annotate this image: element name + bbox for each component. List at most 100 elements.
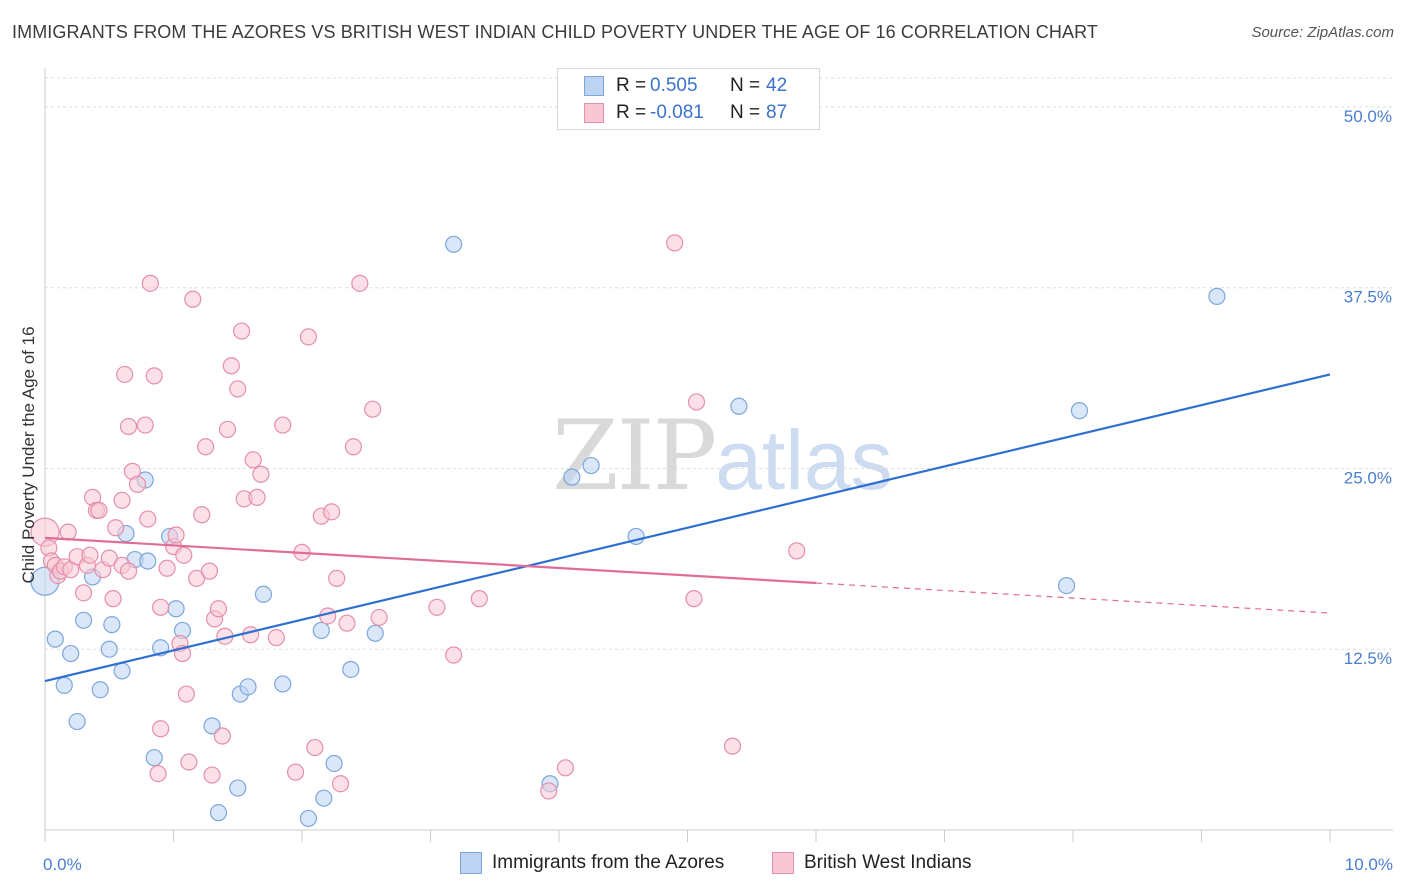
legend-r-label: R =	[616, 102, 647, 123]
bwi-point	[74, 584, 93, 602]
legend-r-value: -0.081	[650, 102, 704, 123]
bwi-point	[299, 328, 318, 346]
y-axis-label: Child Poverty Under the Age of 16	[19, 326, 38, 583]
bwi-point	[90, 501, 108, 519]
azores-point	[1070, 402, 1089, 420]
trend-layer	[44, 373, 1331, 683]
azores-point	[167, 600, 185, 618]
legend-row-azores: R = 0.505 N = 42	[584, 74, 787, 98]
bwi-point	[229, 380, 247, 398]
bwi-point	[687, 393, 706, 411]
bwi-point	[244, 451, 262, 469]
x-tick-label: 10.0%	[1345, 855, 1393, 874]
bwi-point	[184, 290, 202, 308]
azores-point	[46, 630, 64, 648]
bwi-point	[428, 598, 446, 616]
series-legend-azores[interactable]: Immigrants from the Azores	[460, 852, 724, 874]
bwi-point	[233, 322, 251, 340]
bwi-point	[248, 488, 266, 506]
bwi-point	[113, 491, 131, 509]
y-tick-label: 25.0%	[1344, 468, 1392, 487]
bwi-point	[274, 416, 292, 434]
legend-n-label: N =	[730, 102, 761, 123]
azores-point	[312, 621, 330, 640]
label-layer: 12.5% 25.0% 37.5% 50.0% 0.0% 10.0% Child Pover…	[19, 107, 1393, 874]
grid-layer	[45, 77, 1393, 650]
bwi-point	[540, 782, 558, 800]
bwi-point	[203, 766, 221, 784]
bwi-point	[200, 562, 219, 580]
azores-point	[445, 235, 463, 253]
bwi-point	[556, 759, 575, 777]
azores-point	[100, 640, 118, 658]
legend-swatch-bwi	[584, 103, 604, 123]
azores-point	[1057, 576, 1076, 595]
bwi-point	[470, 590, 488, 608]
series-legend: Immigrants from the Azores British West …	[0, 852, 1406, 876]
bwi-point	[344, 438, 362, 456]
bwi-point	[666, 234, 684, 252]
legend-n-label: N =	[730, 75, 761, 96]
legend-r-label: R =	[616, 75, 647, 96]
source-credit: Source: ZipAtlas.com	[1251, 24, 1394, 41]
bwi-point	[218, 420, 237, 439]
legend-n-value: 42	[766, 75, 788, 96]
series-swatch-bwi	[772, 852, 794, 874]
bwi-point	[167, 526, 185, 544]
azores-point	[209, 804, 228, 822]
bwi-point	[180, 753, 198, 771]
bwi-point	[723, 737, 742, 755]
bwi-point	[116, 365, 134, 384]
azores-point	[325, 754, 343, 773]
azores-point	[366, 624, 384, 642]
azores-point	[55, 676, 73, 694]
bwi-point	[177, 685, 195, 703]
series-label-azores: Immigrants from the Azores	[492, 852, 725, 873]
azores-point	[315, 789, 333, 807]
azores-point	[74, 611, 93, 629]
bwi-point	[136, 416, 154, 434]
bwi-point	[107, 519, 125, 537]
bwi-point	[322, 503, 341, 521]
azores-point	[145, 749, 163, 767]
bwi-point	[104, 590, 122, 608]
bwi-point	[197, 438, 215, 456]
azores-point	[229, 779, 247, 797]
bwi-point	[370, 608, 388, 627]
bwi-point	[213, 727, 231, 745]
y-tick-label: 37.5%	[1344, 288, 1392, 307]
bwi-point	[175, 546, 193, 564]
legend-row-bwi: R = -0.081 N = 87	[584, 101, 787, 125]
bwi-point	[242, 626, 260, 644]
bwi-point	[252, 465, 270, 483]
legend-r-value: 0.505	[650, 75, 698, 96]
legend-swatch-azores	[584, 76, 604, 96]
azores-point	[91, 681, 109, 699]
bwi-point	[145, 367, 163, 385]
azores-point	[730, 397, 748, 415]
bwi-point	[59, 523, 77, 541]
bwi-point	[222, 357, 240, 375]
bwi-point	[445, 646, 463, 664]
bwi-point	[152, 720, 170, 738]
azores-point	[274, 675, 292, 693]
bwi-point	[100, 549, 118, 567]
series-legend-bwi[interactable]: British West Indians	[772, 852, 972, 874]
bwi-point	[328, 569, 346, 587]
azores-point	[563, 468, 581, 486]
bwi-point	[193, 506, 211, 524]
axis-layer	[44, 68, 1393, 842]
watermark-atlas: atlas	[715, 413, 893, 507]
y-tick-label: 12.5%	[1344, 649, 1392, 668]
bwi-point	[119, 562, 138, 580]
series-label-bwi: British West Indians	[804, 852, 972, 873]
bwi-point	[685, 590, 703, 608]
azores-trend-line	[44, 373, 1331, 683]
azores-point	[203, 717, 221, 735]
azores-point	[62, 644, 80, 663]
bwi-point	[306, 738, 324, 757]
azores-point	[254, 585, 273, 603]
bwi-point	[152, 598, 170, 616]
bwi-point	[141, 274, 159, 292]
bwi-point	[338, 614, 356, 632]
